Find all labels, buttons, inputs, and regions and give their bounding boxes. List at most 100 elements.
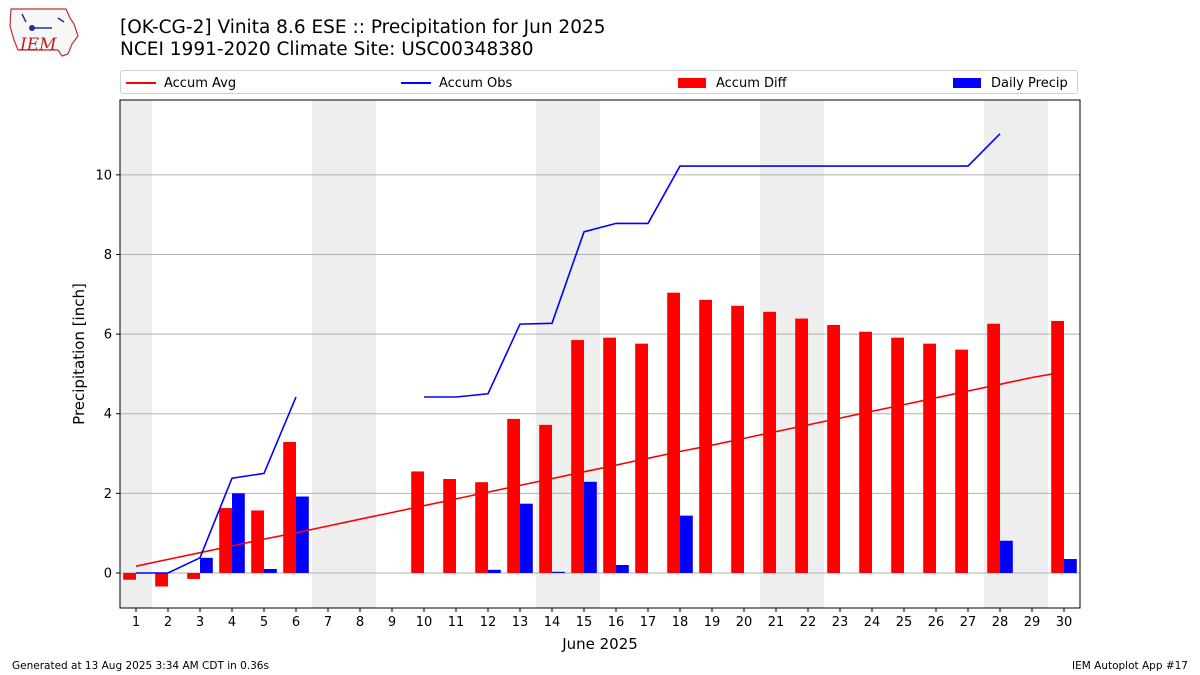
- accum-diff-bar: [219, 508, 232, 573]
- x-tick-label: 18: [672, 615, 689, 630]
- chart-legend: Accum Avg Accum Obs Accum Diff Daily Pre…: [120, 70, 1078, 94]
- x-tick-label: 1: [132, 615, 140, 630]
- accum-diff-bar: [475, 482, 488, 573]
- legend-item-accum-avg: Accum Avg: [126, 74, 236, 92]
- weekend-shade: [1016, 100, 1048, 608]
- x-tick-label: 19: [704, 615, 721, 630]
- legend-item-accum-obs: Accum Obs: [401, 74, 512, 92]
- x-tick-label: 28: [992, 615, 1009, 630]
- x-tick-label: 16: [608, 615, 625, 630]
- x-tick-label: 11: [448, 615, 465, 630]
- accum-diff-bar: [987, 323, 1000, 573]
- x-tick-label: 24: [864, 615, 881, 630]
- x-tick-label: 15: [576, 615, 593, 630]
- x-tick-label: 5: [260, 615, 268, 630]
- y-tick-label: 10: [95, 168, 112, 183]
- x-tick-label: 26: [928, 615, 945, 630]
- x-tick-label: 7: [324, 615, 332, 630]
- legend-label-daily-precip: Daily Precip: [991, 75, 1068, 91]
- footer-generated: Generated at 13 Aug 2025 3:34 AM CDT in …: [12, 660, 269, 672]
- daily-precip-bar: [200, 557, 213, 573]
- accum-diff-bar: [859, 331, 872, 573]
- iem-logo-text: IEM: [19, 35, 57, 55]
- daily-precip-bar: [1000, 540, 1013, 573]
- accum-diff-bar: [667, 292, 680, 573]
- legend-label-accum-avg: Accum Avg: [164, 75, 237, 91]
- x-tick-label: 3: [196, 615, 204, 630]
- accum-diff-bar: [283, 441, 296, 573]
- accum-diff-bar: [891, 337, 904, 573]
- daily-precip-bar: [552, 571, 565, 573]
- x-tick-label: 9: [388, 615, 396, 630]
- legend-label-accum-obs: Accum Obs: [439, 75, 513, 91]
- daily-precip-bar: [616, 565, 629, 573]
- legend-swatch-accum-avg: [126, 82, 156, 84]
- y-tick-label: 8: [104, 248, 112, 263]
- x-tick-label: 30: [1056, 615, 1073, 630]
- x-tick-label: 10: [416, 615, 433, 630]
- x-tick-label: 14: [544, 615, 561, 630]
- legend-swatch-daily-precip: [953, 78, 981, 88]
- daily-precip-bar: [584, 481, 597, 573]
- x-axis-label: June 2025: [561, 635, 638, 653]
- iem-logo: IEM: [9, 8, 79, 57]
- accum-diff-bar: [443, 479, 456, 573]
- chart-title: [OK-CG-2] Vinita 8.6 ESE :: Precipitatio…: [120, 17, 606, 38]
- accum-diff-bar: [1051, 320, 1064, 573]
- accum-diff-bar: [699, 299, 712, 573]
- x-tick-label: 12: [480, 615, 497, 630]
- y-tick-label: 2: [104, 487, 112, 502]
- accum-diff-bar: [795, 318, 808, 573]
- accum-diff-bar: [187, 572, 200, 579]
- chart-subtitle: NCEI 1991-2020 Climate Site: USC00348380: [120, 39, 534, 60]
- weekend-shade: [312, 100, 344, 608]
- y-axis-label: Precipitation [inch]: [70, 283, 88, 425]
- weekend-shade: [344, 100, 376, 608]
- x-tick-label: 22: [800, 615, 817, 630]
- accum-diff-bar: [635, 343, 648, 573]
- daily-precip-bar: [488, 569, 501, 573]
- accum-diff-bar: [827, 324, 840, 573]
- y-tick-label: 6: [104, 328, 112, 343]
- daily-precip-bar: [680, 515, 693, 573]
- accum-diff-bar: [539, 424, 552, 573]
- accum-diff-bar: [923, 343, 936, 573]
- x-tick-label: 25: [896, 615, 913, 630]
- accum-avg-line: [135, 371, 1065, 567]
- accum-diff-bar: [763, 311, 776, 573]
- x-tick-label: 21: [768, 615, 785, 630]
- footer-app: IEM Autoplot App #17: [1072, 660, 1188, 672]
- accum-diff-bar: [411, 471, 424, 573]
- y-tick-label: 0: [104, 566, 112, 581]
- accum-diff-bar: [603, 337, 616, 573]
- accum-obs-line: [136, 396, 297, 574]
- accum-diff-bar: [251, 510, 264, 573]
- x-tick-label: 6: [292, 615, 300, 630]
- y-tick-label: 4: [104, 407, 112, 422]
- x-tick-label: 20: [736, 615, 753, 630]
- accum-diff-bar: [571, 340, 584, 573]
- daily-precip-bar: [520, 503, 533, 573]
- x-tick-label: 29: [1024, 615, 1041, 630]
- weekend-shade: [120, 100, 152, 608]
- legend-item-daily-precip: Daily Precip: [953, 74, 1068, 92]
- legend-label-accum-diff: Accum Diff: [716, 75, 787, 91]
- plot-frame: [119, 99, 1081, 609]
- x-tick-label: 17: [640, 615, 657, 630]
- x-tick-label: 2: [164, 615, 172, 630]
- x-tick-label: 27: [960, 615, 977, 630]
- daily-precip-bar: [1064, 559, 1077, 573]
- accum-diff-bar: [155, 572, 168, 587]
- daily-precip-bar: [296, 496, 309, 573]
- daily-precip-bar: [232, 493, 245, 573]
- legend-swatch-accum-diff: [678, 78, 706, 88]
- x-tick-label: 8: [356, 615, 364, 630]
- x-tick-label: 23: [832, 615, 849, 630]
- legend-swatch-accum-obs: [401, 82, 431, 84]
- daily-precip-bar: [264, 568, 277, 573]
- accum-diff-bar: [507, 418, 520, 573]
- legend-item-accum-diff: Accum Diff: [678, 74, 787, 92]
- x-tick-label: 4: [228, 615, 236, 630]
- accum-obs-line: [424, 133, 1001, 398]
